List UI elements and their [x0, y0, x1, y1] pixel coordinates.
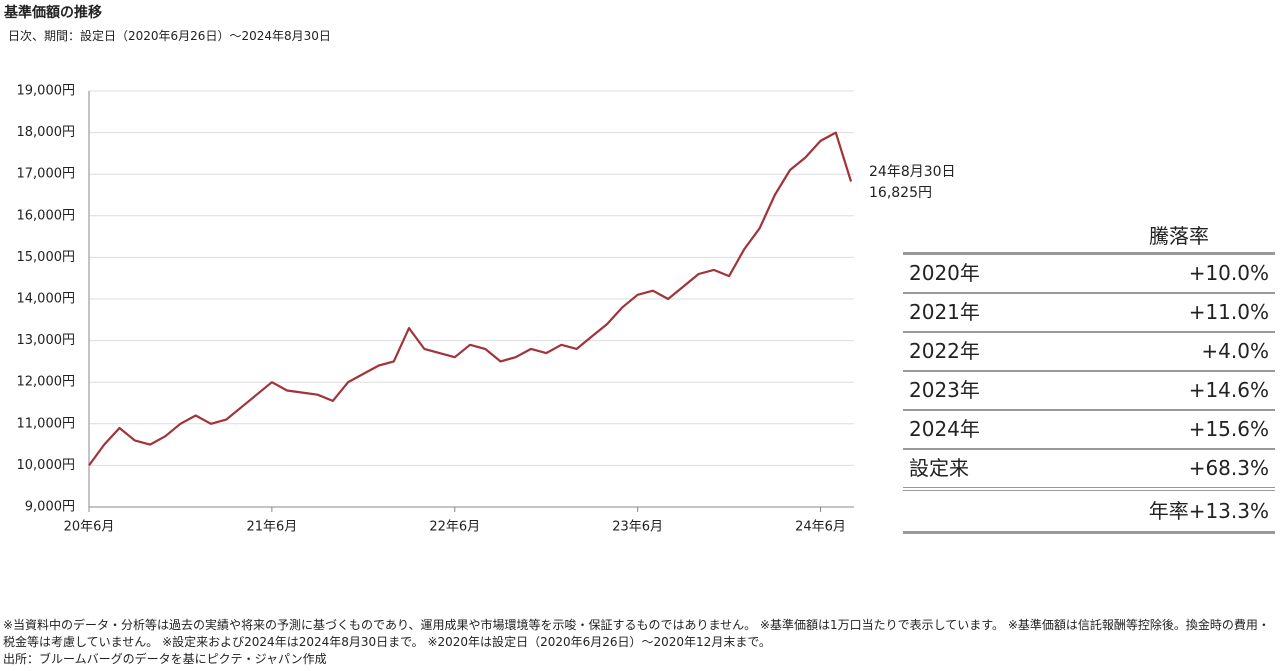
return-value: +68.3% [1188, 456, 1269, 480]
table-row: 設定来 +68.3% [903, 450, 1275, 491]
table-row: 2022年 +4.0% [903, 333, 1275, 372]
y-tick-label: 11,000円 [17, 416, 76, 431]
price-line [88, 131, 853, 467]
y-tick-label: 14,000円 [17, 292, 76, 307]
return-value: +10.0% [1188, 261, 1269, 285]
period: 2021年 [909, 300, 980, 324]
period: 2023年 [909, 378, 980, 402]
return-value: +14.6% [1188, 378, 1269, 402]
x-tick-label: 21年6月 [246, 520, 297, 535]
y-tick-label: 16,000円 [17, 208, 76, 223]
table-row: 2020年 +10.0% [903, 255, 1275, 294]
y-tick-label: 18,000円 [17, 125, 76, 140]
y-tick-label: 19,000円 [17, 84, 76, 99]
note: ※当資料中のデータ・分析等は過去の実績や将来の予測に基づくものであり、運用成果や… [3, 618, 1270, 649]
y-tick-label: 15,000円 [17, 250, 76, 265]
table-body: 2020年 +10.0% 2021年 +11.0% 2022年 +4.0% 2023年 +14… [903, 255, 1275, 491]
subtitle: 日次、期間：設定日（2020年6月26日）～2024年8月30日 [8, 29, 331, 43]
title: 基準価額の推移 [4, 5, 102, 21]
y-tick-label: 10,000円 [17, 458, 76, 473]
x-tick-label: 22年6月 [429, 520, 480, 535]
note: 出所：ブルームバーグのデータを基にピクテ・ジャパン作成 [3, 652, 327, 666]
table-row: 2023年 +14.6% [903, 372, 1275, 411]
return-value: +15.6% [1188, 417, 1269, 441]
return-table: 騰落率 2020年 +10.0% 2021年 +11.0% 2022年 +4.0% 2023… [903, 220, 1275, 534]
table-row: 2024年 +15.6% [903, 411, 1275, 450]
x-tick-label: 24年6月 [795, 520, 846, 535]
y-tick-label: 9,000円 [25, 500, 75, 515]
annotation-date: 24年8月30日 [869, 164, 956, 180]
table-row: 2021年 +11.0% [903, 294, 1275, 333]
period: 2020年 [909, 261, 980, 285]
period: 設定来 [909, 456, 969, 480]
y-tick-label: 13,000円 [17, 333, 76, 348]
period: 2022年 [909, 339, 980, 363]
y-tick-label: 17,000円 [17, 167, 76, 182]
period: 2024年 [909, 417, 980, 441]
annualized: 年率+13.3% [903, 491, 1275, 534]
x-tick-label: 20年6月 [64, 520, 115, 535]
x-tick-label: 23年6月 [612, 520, 663, 535]
table-header: 騰落率 [903, 220, 1275, 255]
y-tick-label: 12,000円 [17, 375, 76, 390]
annotation-value: 16,825円 [869, 185, 932, 201]
return-value: +11.0% [1188, 300, 1269, 324]
notes: ※当資料中のデータ・分析等は過去の実績や将来の予測に基づくものであり、運用成果や… [3, 617, 1277, 668]
return-value: +4.0% [1201, 339, 1269, 363]
